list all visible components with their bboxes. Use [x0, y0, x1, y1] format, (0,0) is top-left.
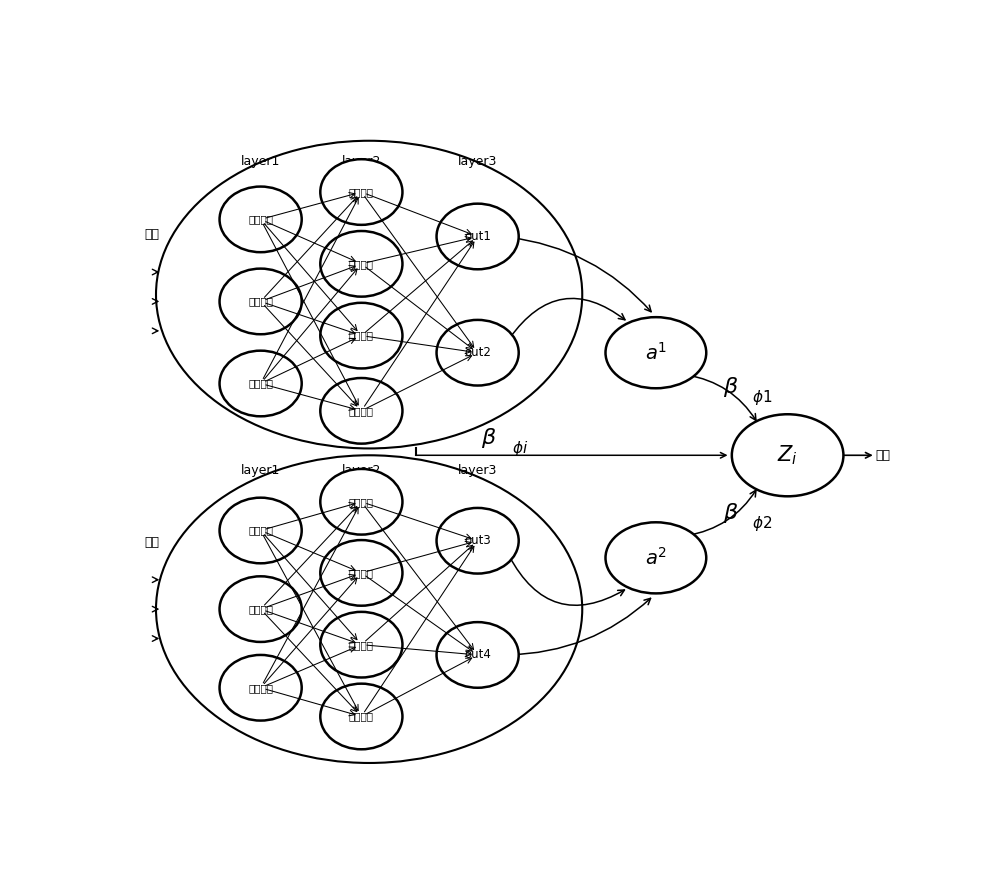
Ellipse shape [606, 522, 706, 593]
Text: 同构网络: 同构网络 [248, 526, 273, 535]
Text: $a^2$: $a^2$ [645, 547, 667, 569]
Text: out3: out3 [464, 535, 491, 547]
Ellipse shape [320, 231, 402, 297]
Text: layer3: layer3 [458, 155, 497, 168]
Text: layer1: layer1 [241, 464, 280, 477]
Text: 异构网络: 异构网络 [349, 639, 374, 650]
Text: 同构网络: 同构网络 [248, 297, 273, 306]
Text: 输入: 输入 [144, 228, 159, 241]
Text: 输入: 输入 [144, 535, 159, 549]
Ellipse shape [437, 508, 519, 574]
Text: 异构网络: 异构网络 [349, 187, 374, 197]
Text: layer1: layer1 [241, 155, 280, 168]
Ellipse shape [320, 469, 402, 535]
Ellipse shape [220, 268, 302, 334]
Text: $\beta$: $\beta$ [723, 375, 739, 399]
Text: layer2: layer2 [342, 464, 381, 477]
Text: out4: out4 [464, 648, 491, 662]
Text: 同构网络: 同构网络 [248, 378, 273, 388]
Text: 异构网络: 异构网络 [349, 711, 374, 721]
Text: 输出: 输出 [875, 448, 890, 462]
Ellipse shape [437, 622, 519, 688]
Text: 异构网络: 异构网络 [349, 496, 374, 507]
Text: 异构网络: 异构网络 [349, 568, 374, 578]
Text: 同构网络: 同构网络 [248, 604, 273, 614]
Ellipse shape [220, 351, 302, 416]
Text: 异构网络: 异构网络 [349, 406, 374, 416]
Text: layer3: layer3 [458, 464, 497, 477]
Ellipse shape [606, 317, 706, 388]
Ellipse shape [220, 497, 302, 563]
Ellipse shape [437, 320, 519, 385]
Ellipse shape [320, 540, 402, 606]
Text: layer2: layer2 [342, 155, 381, 168]
Text: 异构网络: 异构网络 [349, 330, 374, 341]
Ellipse shape [320, 684, 402, 749]
Ellipse shape [437, 203, 519, 269]
Ellipse shape [320, 612, 402, 678]
Ellipse shape [320, 378, 402, 444]
Text: 同构网络: 同构网络 [248, 214, 273, 225]
Text: 同构网络: 同构网络 [248, 683, 273, 693]
Ellipse shape [220, 576, 302, 642]
Text: $\phi 2$: $\phi 2$ [752, 514, 772, 533]
Text: $\beta$: $\beta$ [481, 426, 497, 450]
Text: $\phi i$: $\phi i$ [512, 439, 528, 458]
Ellipse shape [732, 415, 843, 496]
Text: $\phi 1$: $\phi 1$ [752, 388, 772, 407]
Text: 异构网络: 异构网络 [349, 258, 374, 269]
Text: $a^1$: $a^1$ [645, 342, 667, 364]
Text: $Z_i$: $Z_i$ [777, 443, 798, 467]
Ellipse shape [320, 159, 402, 225]
Ellipse shape [320, 303, 402, 369]
Text: $\beta$: $\beta$ [723, 502, 739, 526]
Ellipse shape [220, 655, 302, 720]
Text: out1: out1 [464, 230, 491, 243]
Text: out2: out2 [464, 346, 491, 360]
Ellipse shape [220, 186, 302, 252]
